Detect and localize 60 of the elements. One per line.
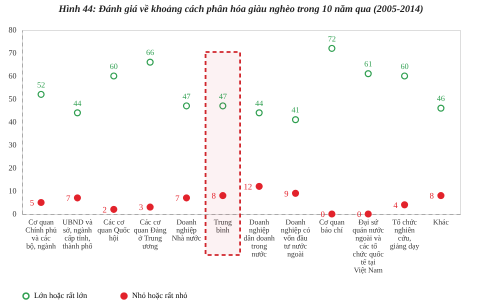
point [38, 90, 45, 98]
data-label: 12 [244, 181, 252, 192]
data-label: 3 [138, 202, 144, 212]
point [256, 109, 263, 116]
point [219, 102, 226, 110]
y-tick-label: 70 [8, 48, 16, 58]
point [74, 194, 81, 202]
point [328, 210, 336, 218]
point [401, 201, 408, 208]
point [110, 206, 118, 213]
y-tick-label: 20 [8, 164, 16, 172]
data-label: 4 [393, 200, 398, 210]
y-tick-label: 50 [8, 94, 16, 104]
point [146, 204, 154, 211]
point [437, 192, 444, 200]
point [364, 210, 372, 218]
point [38, 198, 45, 206]
point [110, 72, 118, 80]
y-tick-label: 30 [8, 140, 16, 150]
data-label: 41 [292, 106, 300, 115]
legend-label: Lớn hoặc rất lớn [34, 291, 88, 300]
chart-title: Hình 44: Đánh giá về khoảng cách phân hóa giàu nghèo trong 10 năm qua (2005-2014) [58, 4, 424, 15]
data-label: 2 [102, 204, 107, 214]
y-tick-label: 80 [8, 26, 16, 34]
data-label: 5 [30, 198, 34, 208]
data-label: 66 [146, 48, 154, 58]
point [74, 109, 81, 116]
data-label: 60 [110, 62, 118, 71]
data-label: 72 [328, 34, 336, 44]
point [292, 190, 300, 197]
point [292, 116, 300, 124]
point [437, 104, 444, 112]
data-label: 7 [66, 192, 70, 203]
data-label: 61 [364, 60, 372, 69]
data-label: 60 [400, 62, 409, 71]
point [364, 70, 372, 78]
data-label: 44 [73, 98, 82, 108]
legend-label: Nhỏ hoặc rất nhỏ [132, 291, 188, 300]
data-label: 0 [356, 209, 362, 219]
data-label: 47 [182, 92, 190, 101]
point [401, 72, 408, 80]
data-label: 9 [284, 188, 289, 198]
data-label: 52 [37, 80, 46, 90]
point [256, 182, 263, 190]
data-label: 0 [320, 209, 325, 219]
y-tick-label: 0 [12, 210, 16, 218]
data-label: 46 [436, 94, 445, 104]
data-label: 47 [218, 92, 227, 101]
point [182, 102, 190, 110]
y-tick-label: 60 [8, 72, 16, 80]
data-label: 44 [255, 98, 264, 108]
data-label: 8 [430, 190, 434, 201]
y-tick-label: 10 [8, 186, 16, 196]
data-label: 8 [212, 190, 216, 201]
point [219, 192, 226, 200]
point [328, 44, 336, 52]
y-tick-label: 40 [8, 118, 16, 126]
data-label: 7 [175, 192, 180, 203]
point [182, 194, 190, 202]
point [146, 58, 154, 66]
